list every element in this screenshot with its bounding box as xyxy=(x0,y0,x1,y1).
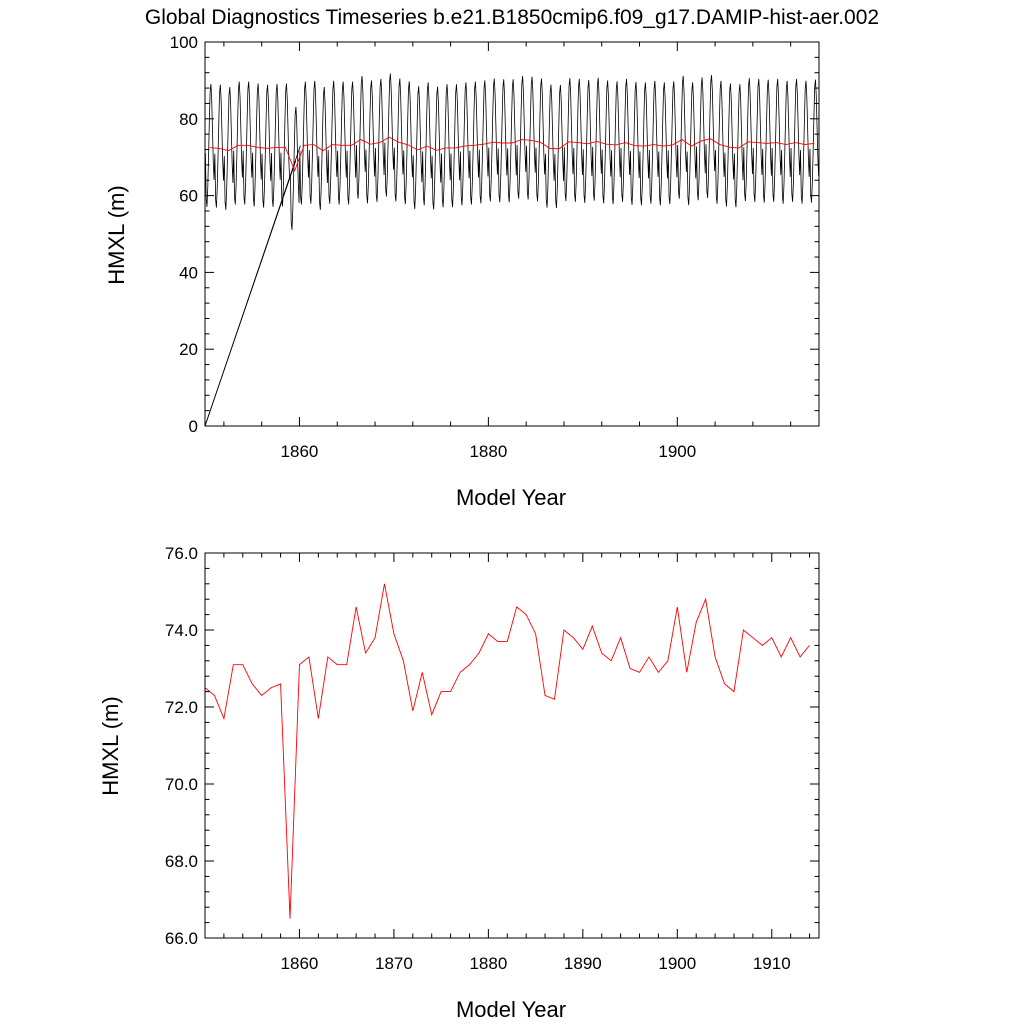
bottom-plot-frame xyxy=(204,552,820,939)
top-x-tick-label: 1860 xyxy=(281,442,319,461)
top-axes: 0 20 40 60 80 100 1860 1880 1900 xyxy=(170,33,820,461)
top-y-tick-label: 100 xyxy=(170,33,198,52)
monthly-wraparound-line xyxy=(204,145,301,427)
top-panel: 0 20 40 60 80 100 1860 1880 1900 Model Year HMXL… xyxy=(104,33,820,510)
bottom-y-tick-label: 74.0 xyxy=(165,621,198,640)
bottom-x-tick-label: 1910 xyxy=(753,954,791,973)
top-y-axis-label: HMXL (m) xyxy=(104,185,129,284)
bottom-x-axis-label: Model Year xyxy=(456,997,566,1022)
top-y-tick-label: 0 xyxy=(189,417,198,436)
bottom-y-tick-label: 70.0 xyxy=(165,775,198,794)
top-x-axis-label: Model Year xyxy=(456,485,566,510)
bottom-annual-mean-series xyxy=(204,583,810,919)
bottom-x-tick-label: 1880 xyxy=(469,954,507,973)
top-y-tick-label: 80 xyxy=(179,110,198,129)
top-y-tick-label: 40 xyxy=(179,263,198,282)
top-x-tick-label: 1900 xyxy=(658,442,696,461)
top-plot-frame xyxy=(204,41,820,427)
bottom-x-tick-label: 1860 xyxy=(281,954,319,973)
annual-mean-line xyxy=(204,583,810,919)
monthly-mean-line xyxy=(204,73,820,230)
bottom-y-tick-label: 76.0 xyxy=(165,544,198,563)
top-monthly-series xyxy=(204,73,820,427)
bottom-y-tick-label: 68.0 xyxy=(165,852,198,871)
bottom-y-axis-label: HMXL (m) xyxy=(98,696,123,795)
top-x-tick-label: 1880 xyxy=(469,442,507,461)
bottom-x-tick-label: 1890 xyxy=(564,954,602,973)
top-annual-mean-series xyxy=(209,136,815,172)
bottom-panel: 66.0 68.0 70.0 72.0 74.0 76.0 1860 1870 1880 1890… xyxy=(98,544,820,1022)
bottom-x-tick-label: 1900 xyxy=(658,954,696,973)
top-y-tick-label: 60 xyxy=(179,187,198,206)
top-y-tick-label: 20 xyxy=(179,340,198,359)
bottom-y-tick-label: 72.0 xyxy=(165,698,198,717)
bottom-axes: 66.0 68.0 70.0 72.0 74.0 76.0 1860 1870 1880 1890… xyxy=(165,544,820,973)
bottom-x-tick-label: 1870 xyxy=(375,954,413,973)
figure-title: Global Diagnostics Timeseries b.e21.B185… xyxy=(145,6,879,29)
bottom-y-tick-label: 66.0 xyxy=(165,929,198,948)
